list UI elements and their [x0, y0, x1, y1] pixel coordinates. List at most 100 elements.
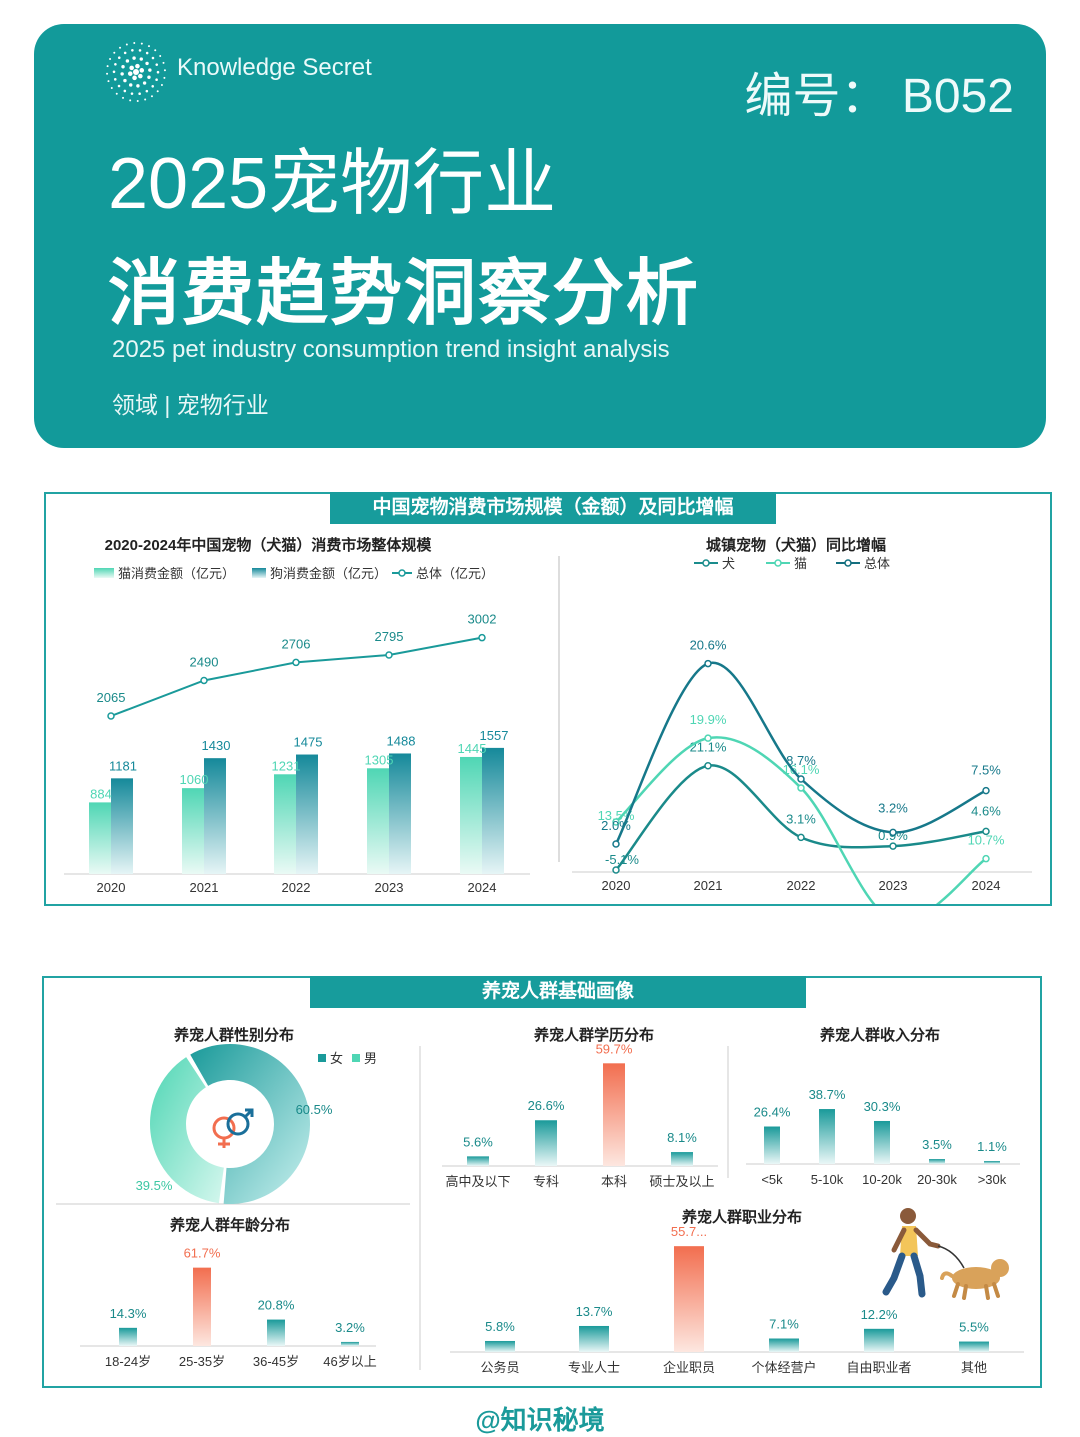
- main-title-line1: 2025宠物行业: [108, 144, 557, 224]
- occupation-x-tick: 企业职员: [663, 1360, 715, 1375]
- logo-dot: [129, 83, 133, 87]
- growth-value-label: 3.1%: [786, 811, 816, 826]
- logo-dot: [120, 72, 124, 76]
- education-value-label: 59.7%: [596, 1041, 633, 1056]
- logo-dot: [129, 99, 132, 102]
- cat-value-label: 1445: [458, 741, 487, 756]
- legend-label-female: 女: [330, 1051, 343, 1066]
- age-bar: [341, 1341, 359, 1346]
- cat-value-label: 1231: [272, 758, 301, 773]
- occupation-bar: [959, 1341, 989, 1352]
- growth-point: [704, 734, 712, 742]
- age-bar: [119, 1327, 137, 1346]
- logo-dot: [163, 69, 166, 72]
- logo-dot: [148, 68, 152, 72]
- education-x-tick: 专科: [533, 1174, 559, 1189]
- growth-point: [982, 786, 990, 795]
- logo-dot: [135, 63, 140, 69]
- income-bar: [819, 1109, 835, 1164]
- logo-dot: [113, 78, 117, 81]
- logo-dot: [114, 63, 117, 66]
- logo-dot: [140, 42, 143, 45]
- total-value-label: 2490: [190, 654, 219, 669]
- logo-dot: [122, 96, 125, 99]
- logo-dot: [163, 76, 166, 79]
- occupation-value-label: 12.2%: [861, 1307, 898, 1322]
- dog-bar: [204, 758, 226, 874]
- growth-value-label: 7.5%: [971, 763, 1001, 778]
- legend-swatch-female: [318, 1054, 326, 1062]
- total-value-label: 2706: [282, 636, 311, 651]
- cat-value-label: 884: [90, 786, 112, 801]
- logo-dot: [112, 70, 116, 74]
- age-value-label: 61.7%: [184, 1246, 221, 1261]
- growth-value-label: 4.6%: [971, 803, 1001, 818]
- dog-bar: [389, 753, 411, 874]
- growth-point: [982, 827, 990, 836]
- growth-x-tick: 2021: [694, 878, 723, 893]
- cat-bar: [182, 788, 204, 874]
- income-x-tick: 10-20k: [862, 1172, 902, 1187]
- dog-value-label: 1430: [202, 738, 231, 753]
- growth-point: [704, 659, 712, 668]
- header-banner: Knowledge Secret 编号： B052 2025宠物行业 消费趋势洞…: [34, 24, 1046, 448]
- logo-dot: [123, 89, 127, 93]
- legend-label-growth: 总体: [864, 556, 890, 571]
- logo-dot: [136, 84, 140, 88]
- total-point: [107, 712, 115, 720]
- legend-label-total: 总体（亿元）: [416, 566, 494, 581]
- market-size-panel-title: 中国宠物消费市场规模（金额）及同比增幅: [330, 492, 776, 524]
- occupation-x-tick: 公务员: [480, 1360, 519, 1375]
- education-bar: [671, 1152, 693, 1166]
- logo-dot: [155, 78, 158, 81]
- total-value-label: 2065: [97, 690, 126, 705]
- age-x-tick: 46岁以上: [323, 1354, 376, 1369]
- total-point: [385, 651, 393, 659]
- education-value-label: 8.1%: [667, 1130, 697, 1145]
- dog-value-label: 1488: [387, 733, 416, 748]
- occupation-x-tick: 个体经营户: [751, 1360, 816, 1375]
- male-value-label: 39.5%: [136, 1178, 173, 1193]
- income-bar: [764, 1126, 780, 1164]
- legend-label-growth: 猫: [794, 556, 807, 571]
- logo-dot: [136, 99, 139, 102]
- occupation-x-tick: 专业人士: [568, 1360, 620, 1375]
- income-value-label: 3.5%: [922, 1137, 952, 1152]
- english-subtitle: 2025 pet industry consumption trend insi…: [112, 336, 670, 363]
- income-value-label: 38.7%: [809, 1087, 846, 1102]
- occupation-bar: [485, 1340, 515, 1352]
- age-value-label: 20.8%: [258, 1298, 295, 1313]
- female-slice: [190, 1044, 310, 1204]
- income-x-tick: 5-10k: [811, 1172, 844, 1187]
- growth-value-label: 2.0%: [601, 818, 631, 833]
- growth-value-label: 8.7%: [786, 753, 816, 768]
- legend-swatch-dog: [252, 568, 266, 578]
- logo-dot: [109, 58, 112, 61]
- education-bar: [467, 1156, 489, 1166]
- occupation-value-label: 5.8%: [485, 1319, 515, 1334]
- growth-value-label: -5.1%: [605, 852, 639, 867]
- age-chart-title: 养宠人群年龄分布: [169, 1216, 290, 1234]
- logo-dot: [156, 70, 160, 74]
- logo-dot: [138, 49, 142, 52]
- logo-dot: [129, 65, 134, 71]
- logo-dot: [106, 72, 109, 75]
- cat-value-label: 1060: [180, 772, 209, 787]
- logo-dot: [133, 42, 136, 45]
- pet-owner-profile-panel: 养宠人群基础画像 养宠人群性别分布女 男 60.5% 39.5% 养宠人群学历分布 5.6…: [42, 976, 1042, 1388]
- growth-point: [612, 818, 620, 826]
- logo-dot: [106, 65, 109, 68]
- occupation-x-tick: 其他: [961, 1360, 987, 1375]
- legend-label-growth: 犬: [722, 556, 735, 571]
- logo-dot: [150, 95, 153, 98]
- growth-point: [797, 784, 805, 792]
- growth-point: [797, 833, 805, 842]
- growth-line-总体: [614, 661, 987, 845]
- x-tick-label: 2021: [190, 880, 219, 895]
- education-value-label: 26.6%: [528, 1098, 565, 1113]
- document-code: 编号： B052: [744, 70, 1014, 123]
- male-slice: [150, 1057, 224, 1204]
- legend-swatch-cat: [94, 568, 114, 578]
- logo-dot: [151, 56, 155, 60]
- brand-name: Knowledge Secret: [177, 54, 372, 81]
